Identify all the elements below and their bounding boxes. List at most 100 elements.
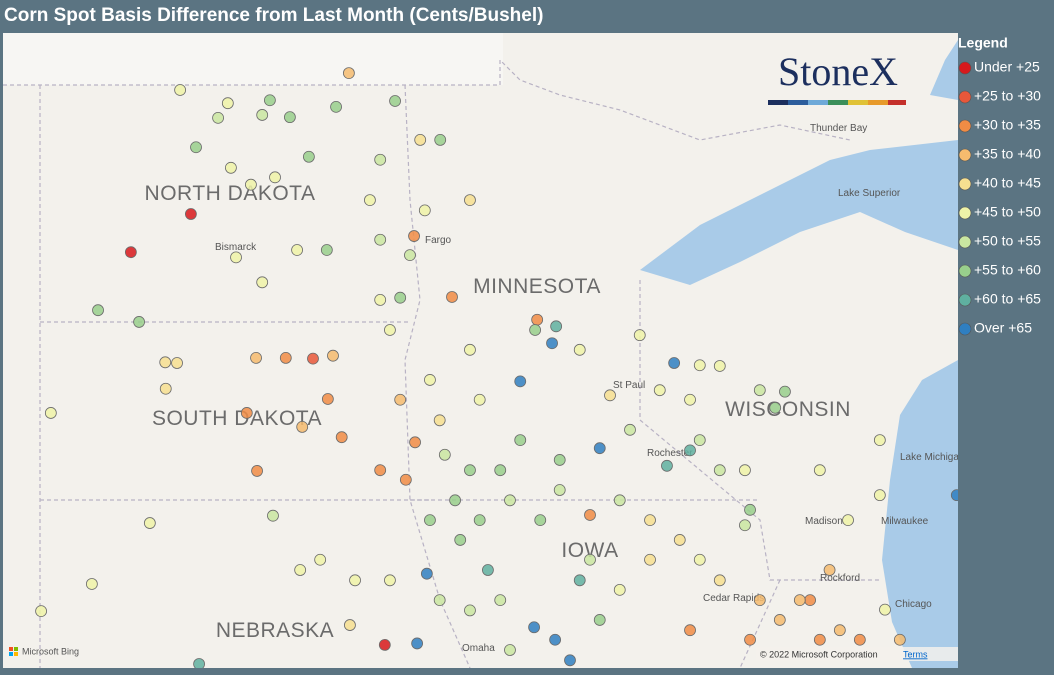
map[interactable]: NORTH DAKOTA SOUTH DAKOTA MINNESOTA WISC… [3,33,964,669]
legend-label: +35 to +40 [974,146,1041,162]
basis-point [464,604,476,617]
basis-point [531,313,544,326]
basis-point [143,517,156,529]
basis-point [212,111,224,124]
basis-point [661,459,673,472]
basis-point [813,633,826,646]
basis-point [553,454,566,466]
state-label: NORTH DAKOTA [145,182,316,205]
basis-point [464,464,476,477]
provider: Microsoft Bing [22,646,79,656]
state-label: SOUTH DAKOTA [152,407,322,430]
legend-swatch [958,119,972,133]
basis-point [384,324,396,336]
basis-point [950,489,958,502]
basis-point [546,337,558,350]
basis-point [433,594,446,607]
terms-link[interactable]: Terms [903,649,928,659]
basis-point [550,320,563,333]
basis-point [344,619,356,631]
basis-point [879,603,891,616]
legend-label: +40 to +45 [974,175,1041,191]
basis-point [263,94,276,107]
basis-point [744,633,756,646]
basis-point [399,473,412,486]
basis-point [653,384,666,397]
basis-point [584,553,596,566]
basis-point [184,208,197,220]
basis-point [604,389,616,402]
logo: StoneX [778,49,898,94]
city-label: Rochester [647,448,693,459]
basis-point [230,251,242,264]
basis-point [514,375,527,388]
logo-bar [768,100,906,105]
basis-point [644,514,656,527]
legend-swatch [958,177,972,191]
basis-point [374,153,387,166]
legend-swatch [958,148,972,162]
basis-point [364,194,376,206]
basis-point [713,574,726,587]
legend: Legend Under +25 +25 to +30 +30 to +35 +35 … [958,35,1041,336]
legend-title: Legend [958,35,1008,51]
lake [930,40,958,100]
basis-point [813,464,826,477]
basis-point [193,658,205,668]
basis-point [593,442,606,455]
legend-swatch [958,293,972,307]
state-label: IOWA [561,539,618,562]
city-label: Rockford [820,573,860,584]
city-label: Cedar Rapids [703,593,764,604]
basis-point [693,553,706,566]
bing-logo [9,647,18,656]
basis-point [374,464,387,477]
basis-point [613,494,626,507]
basis-point [482,564,494,576]
basis-point [438,448,451,461]
basis-point [302,150,315,163]
basis-point [779,385,791,398]
basis-point [573,343,586,356]
basis-point [504,494,516,507]
basis-point [769,401,782,414]
basis-point [853,633,866,646]
state-label: MINNESOTA [473,275,601,298]
city-label: Omaha [462,643,495,654]
water-label: Lake Michigan [900,452,964,463]
basis-point [174,84,187,96]
basis-point [873,489,886,502]
basis-point [267,509,279,522]
basis-point [593,614,606,626]
basis-point [644,553,656,566]
basis-point [693,359,706,372]
basis-point [394,291,407,304]
legend-swatch [958,206,972,220]
basis-point [464,194,476,206]
basis-point [321,393,334,405]
basis-point [335,431,348,444]
city-label: Fargo [425,235,452,246]
basis-point [420,567,433,580]
city-label: Thunder Bay [810,123,867,134]
city-label: Madison [805,516,843,527]
basis-point [713,464,726,477]
basis-point [534,514,547,527]
basis-point [584,509,596,521]
basis-point [753,384,766,397]
basis-point [684,624,696,637]
basis-point [291,244,303,256]
basis-point [424,514,436,527]
basis-point [374,294,387,306]
basis-point [85,578,98,590]
basis-point [424,374,436,386]
basis-point [44,407,57,419]
legend-swatch [958,235,972,249]
basis-point [446,291,458,303]
city-label: Chicago [895,599,932,610]
basis-point [473,514,486,527]
title: Corn Spot Basis Difference from Last Mon… [4,5,543,26]
basis-point [528,621,540,634]
basis-point [564,654,576,667]
basis-point [256,109,269,121]
